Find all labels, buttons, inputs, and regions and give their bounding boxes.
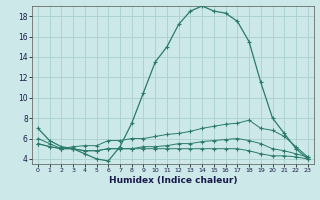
X-axis label: Humidex (Indice chaleur): Humidex (Indice chaleur) xyxy=(108,176,237,185)
